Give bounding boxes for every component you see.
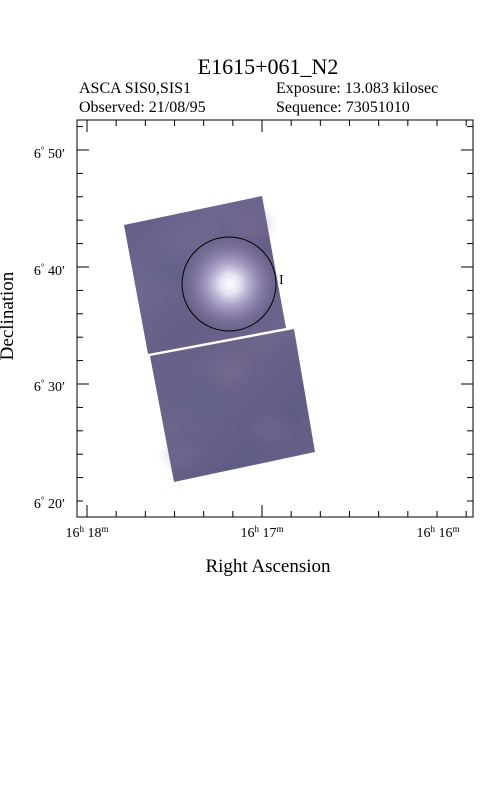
exposure-label: Exposure: — [276, 80, 341, 97]
observed-info: Observed: 21/08/95 — [79, 99, 206, 117]
plot-frame — [76, 119, 474, 518]
source-marker: I — [279, 273, 284, 288]
xray-source-glow — [180, 234, 280, 334]
observed-label: Observed: — [79, 99, 145, 116]
dec-tick-label-1: 6° 40′ — [33, 262, 65, 279]
axis-ticks — [77, 120, 473, 517]
ra-tick-label-2: 16h 16m — [416, 524, 460, 541]
y-axis-title: Declination — [0, 271, 18, 361]
observed-date: 21/08/95 — [148, 99, 206, 116]
ra-tick-label-0: 16h 18m — [65, 524, 109, 541]
ra-tick-label-1: 16h 17m — [240, 524, 284, 541]
mission-info: ASCA SIS0,SIS1 — [79, 80, 191, 98]
source-region-circle — [181, 236, 277, 332]
instrument-value: SIS0,SIS1 — [124, 80, 192, 97]
sequence-label: Sequence: — [276, 99, 342, 116]
background-mottling — [148, 213, 290, 465]
x-axis-title: Right Ascension — [205, 556, 331, 577]
image-title: E1615+061_N2 — [197, 54, 339, 79]
mission-label: ASCA — [79, 80, 121, 97]
dec-tick-label-3: 6° 20′ — [33, 495, 65, 512]
dec-tick-label-0: 6° 50′ — [33, 145, 65, 162]
dec-tick-label-2: 6° 30′ — [33, 378, 65, 395]
exposure-value: 13.083 kilosec — [344, 80, 439, 97]
sequence-value: 73051010 — [345, 99, 410, 116]
exposure-info: Exposure: 13.083 kilosec — [276, 80, 438, 98]
sequence-info: Sequence: 73051010 — [276, 99, 410, 117]
